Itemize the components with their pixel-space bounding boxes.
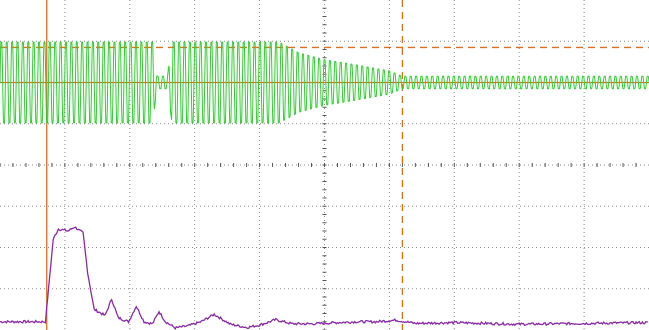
series-line-green: [0, 41, 649, 124]
series-line-purple: [0, 226, 648, 330]
traces: [0, 41, 649, 330]
